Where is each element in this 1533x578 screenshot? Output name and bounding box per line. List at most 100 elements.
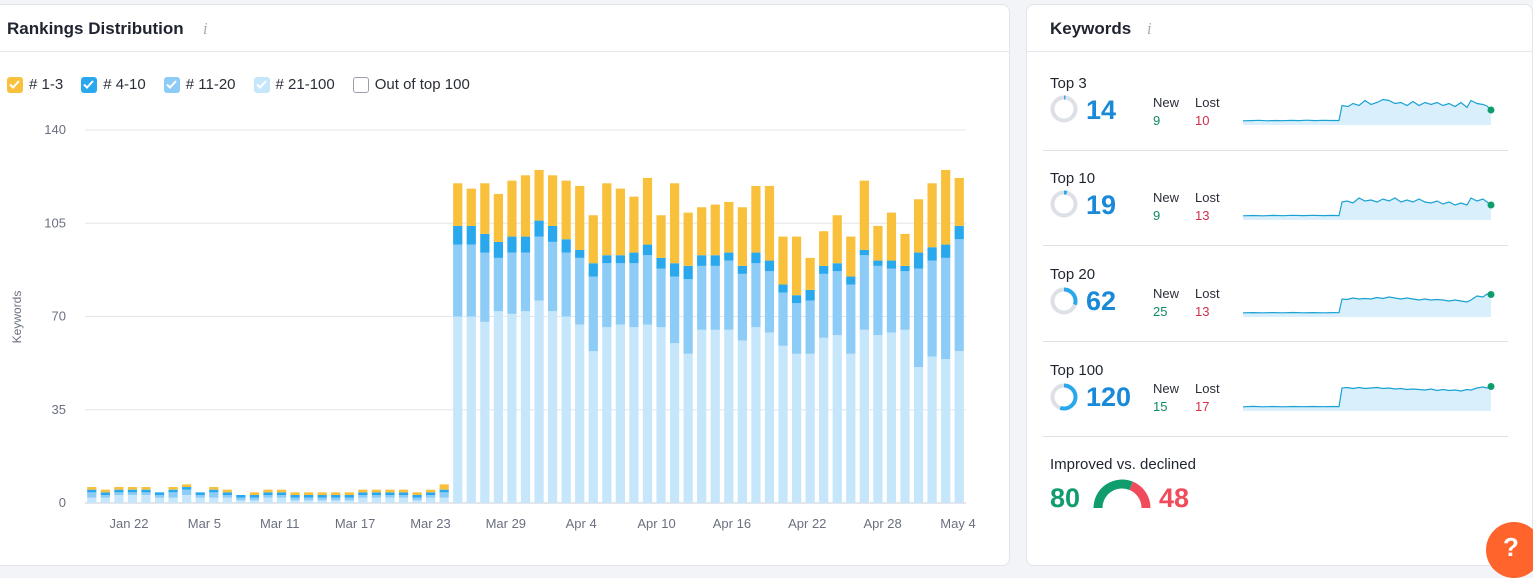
bar-segment	[805, 353, 815, 503]
bar-segment	[697, 265, 707, 330]
lost-count[interactable]: 13	[1195, 304, 1210, 319]
lost-count[interactable]: 17	[1195, 399, 1210, 414]
bar-segment	[182, 495, 192, 503]
new-count[interactable]: 25	[1153, 304, 1168, 319]
bar-segment	[371, 495, 382, 498]
improved-count[interactable]: 80	[1050, 483, 1081, 513]
keyword-count[interactable]: 14	[1086, 95, 1117, 125]
bar-segment	[371, 489, 382, 493]
info-icon[interactable]: i	[1147, 20, 1152, 38]
bar-segment	[426, 495, 436, 498]
lost-count[interactable]: 13	[1195, 208, 1210, 223]
bar-segment	[358, 492, 368, 496]
bar-segment	[141, 492, 151, 496]
bar-segment	[493, 193, 504, 242]
bar-segment	[426, 489, 436, 493]
checkbox-checked-icon[interactable]	[7, 76, 23, 93]
legend-label: # 1-3	[29, 76, 64, 93]
bar-segment	[154, 492, 165, 496]
checkbox-checked-icon[interactable]	[253, 76, 270, 93]
checkbox-checked-icon[interactable]	[81, 76, 98, 93]
bar-segment	[195, 492, 205, 496]
bar-segment	[534, 300, 544, 503]
bar-segment	[778, 292, 788, 346]
bar-segment	[412, 492, 422, 496]
bar-segment	[263, 495, 273, 498]
bar-segment	[683, 353, 693, 503]
bar-segment	[819, 273, 829, 338]
legend-item-top-20[interactable]: # 11-20	[163, 76, 236, 93]
bar-segment	[764, 332, 775, 503]
bar-segment	[249, 500, 260, 503]
bar-segment	[222, 497, 232, 503]
bar-segment	[629, 327, 639, 503]
new-count[interactable]: 9	[1153, 208, 1161, 223]
checkbox-checked-icon[interactable]	[163, 76, 180, 93]
bar-segment	[412, 500, 422, 503]
new-count[interactable]: 9	[1153, 113, 1161, 128]
bar-segment	[697, 207, 707, 256]
keyword-row-top-3[interactable]: Top 3 14 New Lost 9 10	[1027, 55, 1532, 150]
bar-segment	[669, 183, 680, 264]
bar-segment	[859, 180, 869, 250]
checkbox-unchecked-icon[interactable]	[352, 76, 369, 93]
declined-count[interactable]: 48	[1159, 483, 1190, 513]
bar-segment	[290, 492, 300, 496]
bar-segment	[507, 236, 517, 253]
keyword-row-top-10[interactable]: Top 10 19 New Lost 9 13	[1027, 150, 1532, 245]
lost-label: Lost	[1195, 190, 1220, 205]
bar-segment	[954, 239, 964, 352]
bar-segment	[697, 329, 707, 503]
bar-segment	[317, 495, 327, 498]
bar-segment	[344, 492, 354, 496]
bar-segment	[791, 236, 802, 296]
legend-item-top-100[interactable]: # 21-100	[253, 76, 335, 93]
bar-segment	[290, 500, 300, 503]
bar-segment	[575, 257, 585, 325]
bar-segment	[751, 185, 761, 253]
chat-icon[interactable]: ?	[1486, 522, 1533, 578]
bar-segment	[832, 335, 842, 503]
bar-segment	[249, 492, 260, 496]
bar-segment	[209, 489, 219, 493]
keyword-count[interactable]: 62	[1086, 286, 1117, 316]
bar-segment	[615, 188, 625, 256]
bar-segment	[127, 487, 138, 490]
legend-item-out-of-top-100[interactable]: Out of top 100	[352, 76, 470, 93]
bar-segment	[913, 268, 924, 368]
improved-vs-declined-label: Improved vs. declined	[1050, 456, 1196, 473]
bar-segment	[127, 495, 138, 503]
bar-segment	[791, 295, 802, 304]
bar-segment	[873, 260, 883, 266]
keywords-title: Keywords	[1050, 19, 1132, 38]
bar-segment	[127, 492, 138, 496]
new-count[interactable]: 15	[1153, 399, 1168, 414]
keyword-count[interactable]: 120	[1086, 382, 1132, 412]
bar-segment	[276, 497, 287, 503]
bar-segment	[615, 255, 625, 264]
bar-segment	[941, 257, 951, 360]
bar-segment	[480, 252, 490, 322]
y-tick-label: 140	[44, 122, 66, 137]
donut-icon	[1050, 383, 1078, 411]
bar-segment	[154, 497, 165, 503]
keyword-row-top-20[interactable]: Top 20 62 New Lost 25 13	[1027, 245, 1532, 340]
bar-segment	[913, 199, 924, 253]
legend-item-top-10[interactable]: # 4-10	[81, 76, 146, 93]
y-tick-label: 35	[52, 402, 66, 417]
info-icon[interactable]: i	[203, 20, 208, 38]
bar-segment	[453, 225, 463, 245]
bar-segment	[439, 484, 449, 490]
bar-segment	[900, 265, 910, 272]
bar-segment	[561, 180, 571, 240]
bar-segment	[100, 489, 110, 493]
bar-segment	[588, 215, 598, 264]
keyword-count[interactable]: 19	[1086, 190, 1117, 220]
bar-segment	[873, 335, 883, 503]
bar-segment	[859, 255, 869, 330]
lost-count[interactable]: 10	[1195, 113, 1210, 128]
legend-item-top-3[interactable]: # 1-3	[7, 76, 63, 93]
bar-segment	[900, 271, 910, 330]
bar-segment	[290, 495, 300, 498]
keyword-row-top-100[interactable]: Top 100 120 New Lost 15 17	[1027, 341, 1532, 436]
